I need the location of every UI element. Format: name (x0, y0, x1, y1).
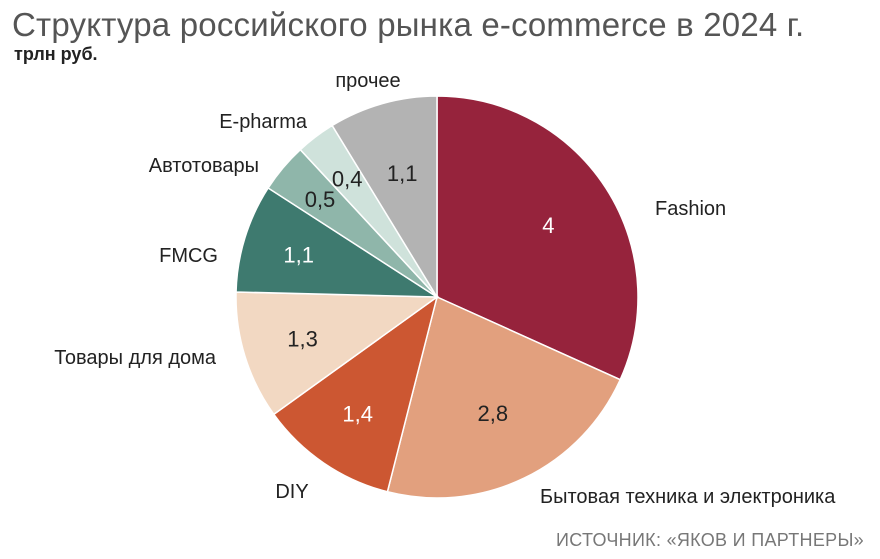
pie-slice-бытовая-техника-и-электроника (386, 295, 622, 499)
pie-slice-прочее (331, 95, 438, 300)
slice-value-label: 0,4 (332, 166, 363, 191)
slice-category-label: E-pharma (219, 111, 308, 133)
slice-value-label: 0,5 (305, 187, 336, 212)
pie-slice-товары-для-дома (235, 291, 440, 416)
slice-value-label: 4 (542, 213, 554, 238)
slice-category-label: FMCG (159, 245, 218, 267)
source-note: ИСТОЧНИК: «ЯКОВ И ПАРТНЕРЫ» (556, 530, 864, 550)
slice-value-label: 1,1 (387, 161, 418, 186)
slice-value-label: 1,1 (283, 242, 314, 267)
slice-category-label: Бытовая техника и электроника (540, 486, 836, 508)
pie-slice-fmcg (235, 186, 440, 298)
slice-category-label: прочее (335, 70, 400, 92)
slice-value-label: 1,4 (342, 401, 373, 426)
chart-title: Структура российского рынка e-commerce в… (12, 6, 805, 43)
pie-slice-diy (272, 295, 439, 493)
slice-category-label: Fashion (655, 198, 726, 220)
slice-value-label: 2,8 (478, 401, 509, 426)
slice-category-label: Автотовары (149, 155, 259, 177)
slice-value-label: 1,3 (287, 327, 318, 352)
slice-category-label: Товары для дома (54, 347, 217, 369)
slice-category-label: DIY (275, 481, 308, 503)
unit-label: трлн руб. (14, 44, 98, 64)
pie-slice-fashion (436, 95, 639, 381)
